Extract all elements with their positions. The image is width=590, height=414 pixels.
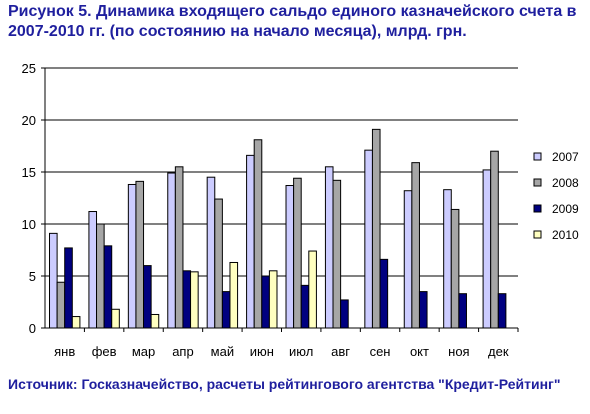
bar-2008-0 bbox=[56, 281, 66, 329]
chart-title: Рисунок 5. Динамика входящего сальдо еди… bbox=[8, 3, 577, 40]
bar-2007-4 bbox=[206, 176, 216, 329]
y-tick-label: 10 bbox=[22, 217, 36, 232]
bar-2010-2 bbox=[150, 313, 160, 329]
legend-swatch-2010 bbox=[533, 230, 542, 239]
x-tick-label: май bbox=[211, 344, 234, 359]
x-tick-label: июн bbox=[250, 344, 274, 359]
x-tick-label: июл bbox=[289, 344, 313, 359]
x-tick-label: дек bbox=[488, 344, 509, 359]
bar-2008-4 bbox=[214, 198, 223, 329]
bar-2008-1 bbox=[96, 223, 105, 329]
bar-2007-0 bbox=[49, 232, 58, 329]
bar-2010-5 bbox=[268, 270, 278, 329]
bar-2009-11 bbox=[497, 293, 507, 329]
bar-2009-2 bbox=[143, 265, 152, 329]
gridlines bbox=[45, 67, 518, 277]
legend: 2007 2008 2009 2010 bbox=[533, 150, 579, 242]
x-tick-label: сен bbox=[370, 344, 391, 359]
bar-2010-6 bbox=[308, 250, 317, 329]
bar-2008-11 bbox=[490, 150, 499, 329]
x-tick-label: авг bbox=[331, 344, 350, 359]
bar-2009-3 bbox=[182, 270, 192, 329]
y-tick-label: 0 bbox=[29, 321, 36, 336]
bar-2010-4 bbox=[229, 261, 239, 329]
y-tick-labels: 0 5 10 15 20 25 bbox=[22, 61, 36, 336]
axes bbox=[41, 67, 519, 332]
x-tick-label: фев bbox=[92, 344, 117, 359]
bar-2007-11 bbox=[482, 169, 492, 329]
bar-2007-6 bbox=[285, 185, 295, 329]
bars bbox=[49, 128, 507, 329]
legend-label-2009: 2009 bbox=[552, 202, 579, 216]
legend-label-2010: 2010 bbox=[552, 228, 579, 242]
bar-2008-10 bbox=[450, 208, 460, 329]
y-tick-label: 20 bbox=[22, 113, 36, 128]
bar-2008-5 bbox=[253, 139, 263, 329]
bar-2010-0 bbox=[71, 316, 81, 329]
bar-2010-1 bbox=[111, 308, 120, 329]
bar-2007-2 bbox=[127, 183, 137, 329]
x-tick-label: мар bbox=[132, 344, 155, 359]
bar-2008-3 bbox=[174, 166, 184, 329]
bar-2009-9 bbox=[418, 291, 428, 329]
source-note: Источник: Госказначейство, расчеты рейти… bbox=[8, 376, 561, 392]
bar-2010-3 bbox=[190, 271, 199, 329]
bar-2007-8 bbox=[364, 149, 373, 329]
x-tick-labels: янв фев мар апр май июн июл авг сен окт ноя дек bbox=[54, 344, 509, 359]
bar-2007-1 bbox=[88, 211, 98, 329]
bar-2007-7 bbox=[324, 166, 334, 329]
bar-2007-5 bbox=[246, 154, 255, 329]
x-tick-label: янв bbox=[54, 344, 75, 359]
bar-2008-7 bbox=[332, 179, 342, 329]
x-tick-label: апр bbox=[172, 344, 194, 359]
bar-2009-0 bbox=[64, 247, 73, 329]
bar-2009-7 bbox=[340, 299, 349, 329]
bar-2009-6 bbox=[300, 284, 310, 329]
legend-swatch-2009 bbox=[533, 204, 542, 213]
bar-2009-8 bbox=[379, 258, 389, 329]
bar-2008-2 bbox=[135, 180, 145, 329]
bar-2009-5 bbox=[261, 275, 270, 329]
y-tick-label: 5 bbox=[29, 269, 36, 284]
bar-2007-3 bbox=[167, 172, 176, 329]
legend-label-2008: 2008 bbox=[552, 176, 579, 190]
x-tick-label: ноя bbox=[448, 344, 469, 359]
bar-2009-4 bbox=[221, 291, 231, 329]
bar-2008-8 bbox=[371, 128, 381, 329]
legend-swatch-2007 bbox=[533, 152, 542, 161]
bar-2008-6 bbox=[293, 177, 302, 329]
x-tick-label: окт bbox=[410, 344, 429, 359]
legend-swatch-2008 bbox=[533, 178, 542, 187]
bar-2007-9 bbox=[403, 190, 413, 329]
legend-label-2007: 2007 bbox=[552, 150, 579, 164]
y-tick-label: 25 bbox=[22, 61, 36, 76]
bar-2007-10 bbox=[443, 189, 452, 329]
bar-2009-10 bbox=[458, 293, 467, 329]
y-tick-label: 15 bbox=[22, 165, 36, 180]
bar-2008-9 bbox=[411, 162, 420, 329]
bar-2009-1 bbox=[103, 245, 113, 329]
